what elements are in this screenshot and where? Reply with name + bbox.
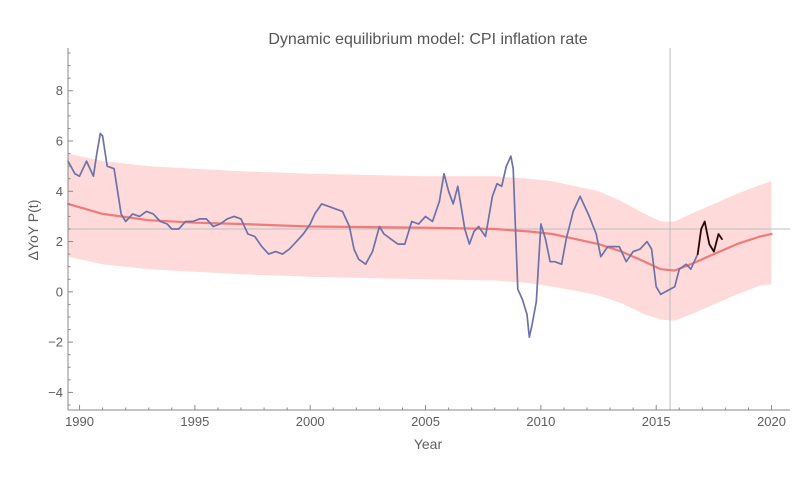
- y-tick-label: 8: [56, 83, 63, 98]
- axes: −4 −2 0 2 4 6 8 1990 1995 2000 2005 2010 2015 2020: [48, 48, 790, 429]
- x-tick-label: 2000: [296, 414, 325, 429]
- cpi-data-line: [67, 132, 699, 338]
- y-tick-label: 0: [56, 284, 63, 299]
- y-tick-label: 6: [56, 134, 63, 149]
- x-tick-label: 2005: [411, 414, 440, 429]
- x-tick-label: 2020: [757, 414, 786, 429]
- reference-lines: [68, 48, 790, 410]
- band-layer: [68, 153, 772, 321]
- x-tick-label: 2010: [526, 414, 555, 429]
- y-tick-label: 4: [56, 184, 63, 199]
- y-tick-label: −4: [48, 385, 63, 400]
- x-tick-label: 1990: [65, 414, 94, 429]
- chart-title: Dynamic equilibrium model: CPI inflation…: [268, 31, 587, 48]
- y-axis-label: ΔYoY P(t): [25, 200, 41, 261]
- series-layer: [66, 132, 773, 338]
- y-tick-label: 2: [56, 234, 63, 249]
- post-forecast-line: [696, 220, 723, 256]
- x-tick-label: 1995: [180, 414, 209, 429]
- model-error-band: [68, 153, 772, 321]
- x-tick-label: 2015: [642, 414, 671, 429]
- y-tick-label: −2: [48, 335, 63, 350]
- x-axis-label: Year: [414, 436, 443, 452]
